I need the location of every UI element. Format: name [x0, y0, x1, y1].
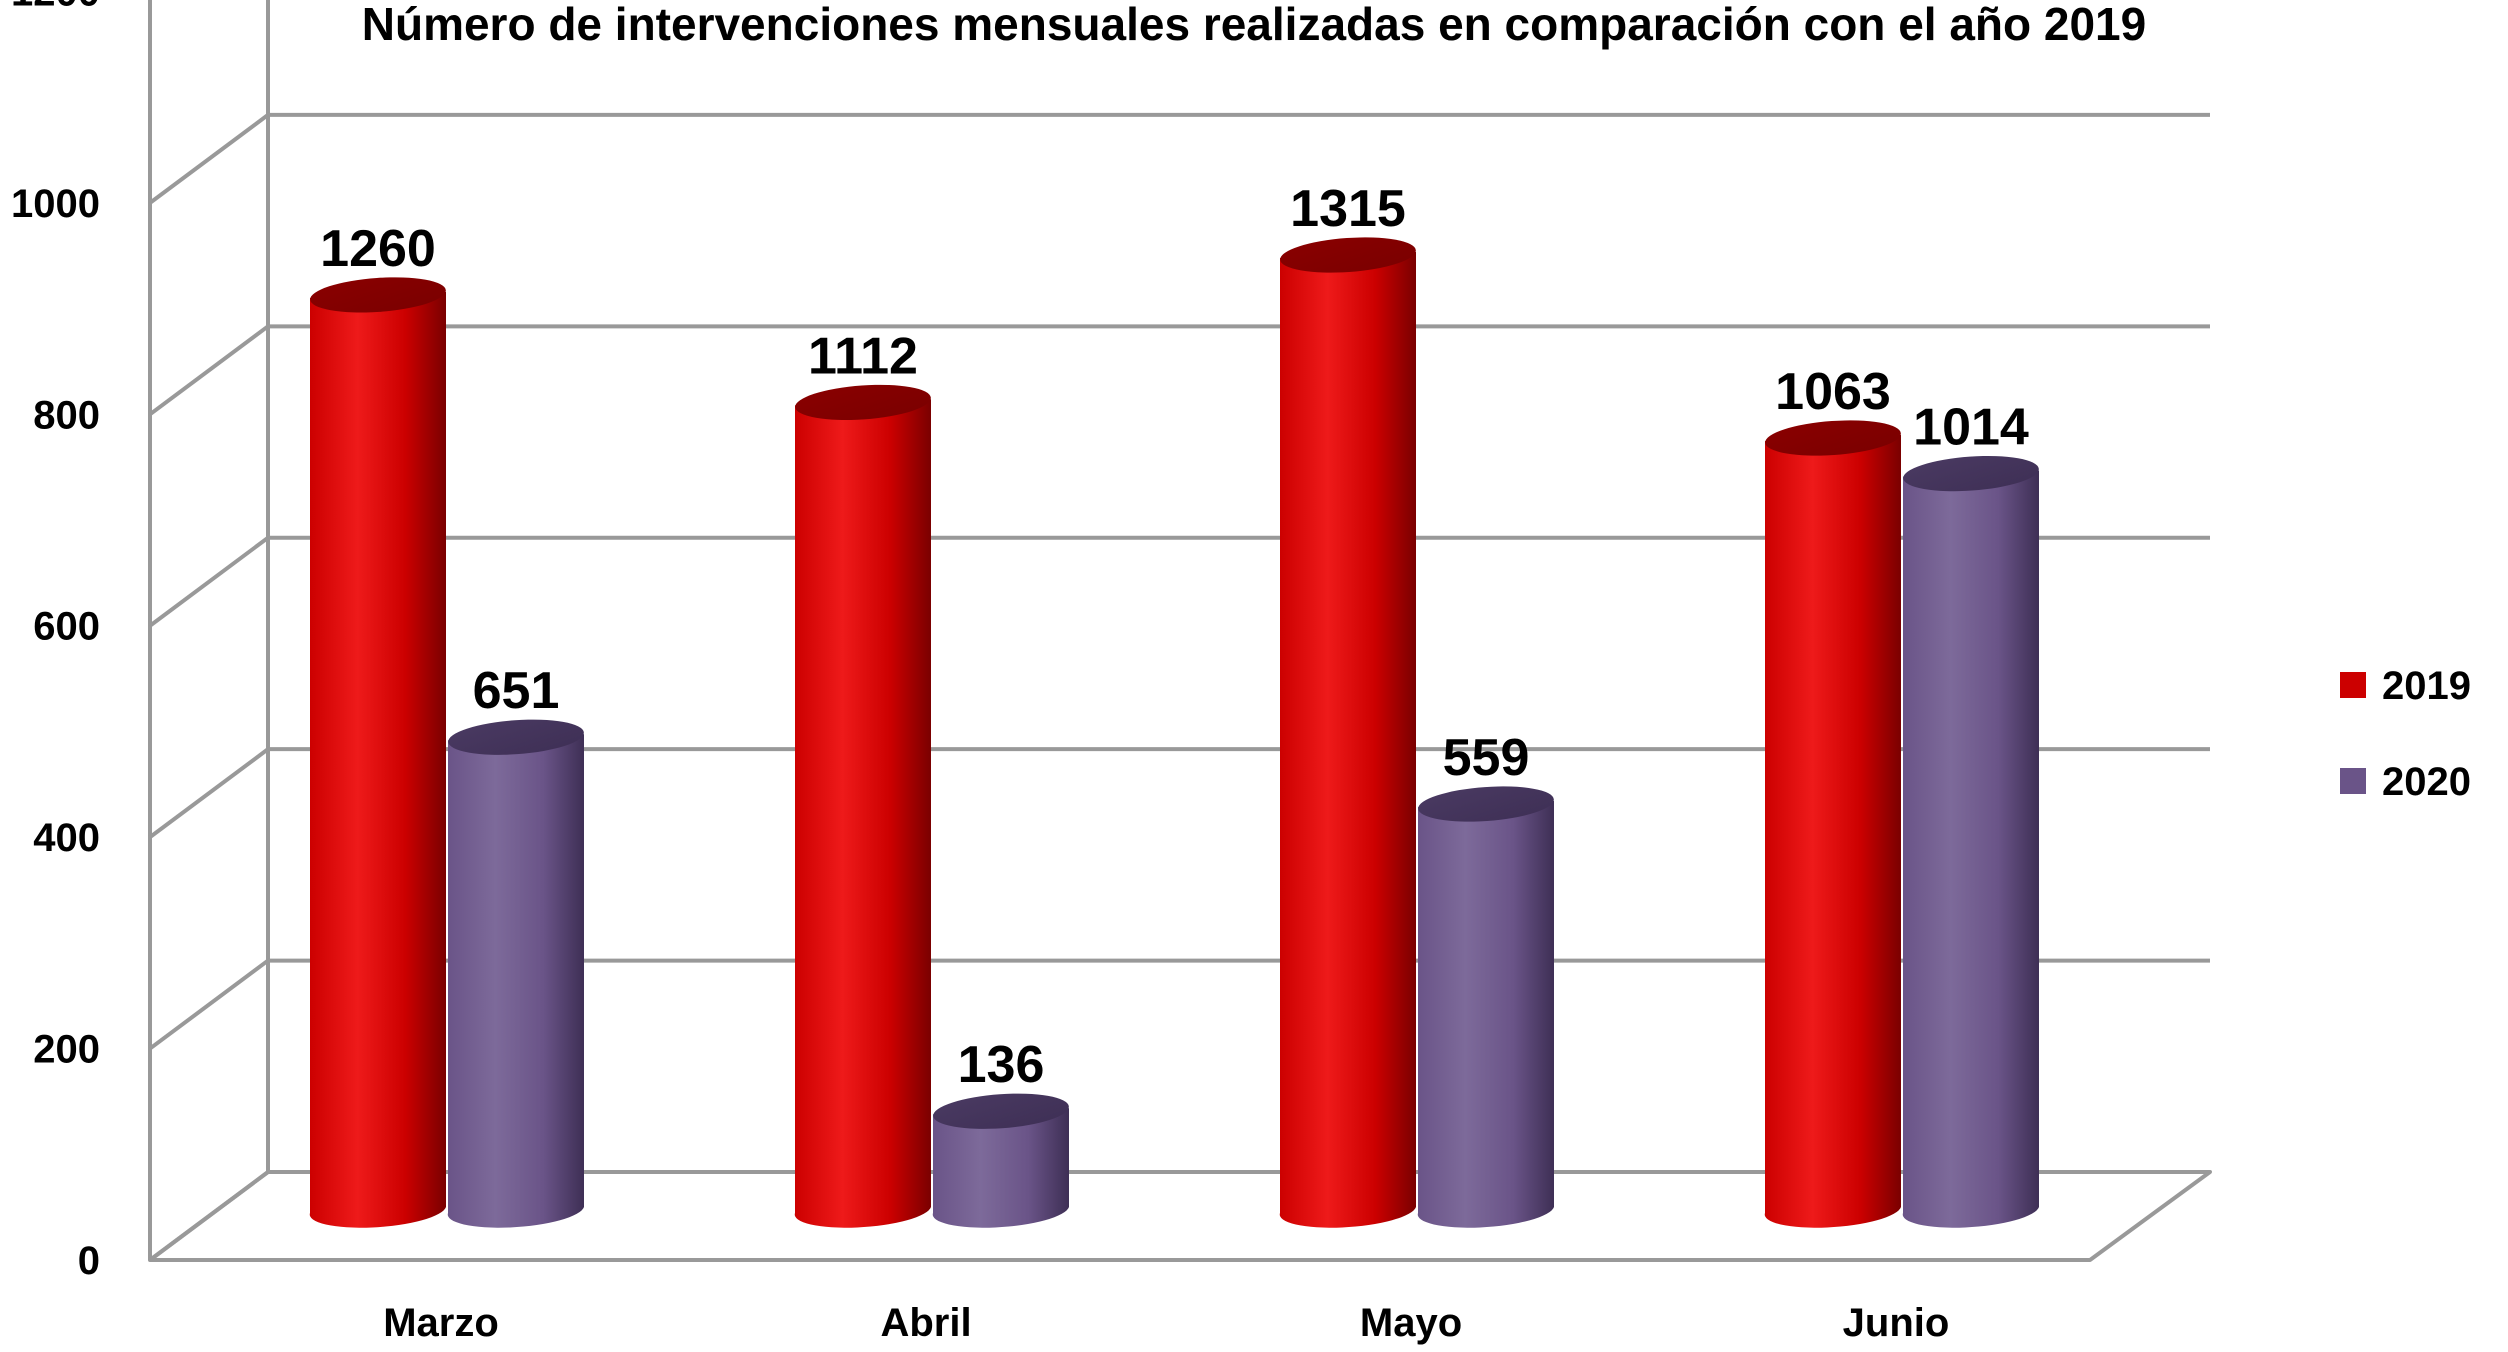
bar-layer — [309, 237, 2039, 1228]
bar-top — [795, 384, 931, 421]
value-label: 559 — [1443, 729, 1530, 787]
bar-top — [1903, 455, 2039, 492]
value-label: 1014 — [1913, 399, 2029, 457]
y-axis-ticks: 0200400600800100012001400 — [11, 0, 100, 1283]
value-label: 1315 — [1290, 180, 1406, 238]
legend: 2019 2020 — [2340, 664, 2471, 804]
legend-label-2019: 2019 — [2382, 664, 2471, 708]
x-axis-categories: Marzo Abril Mayo Junio — [383, 1301, 1949, 1345]
value-labels: 1260 651 1112 136 1315 559 1063 1014 — [320, 180, 2029, 1094]
y-tick-label: 1200 — [11, 0, 100, 14]
bar-top — [310, 277, 446, 313]
legend-swatch-2019 — [2340, 672, 2366, 698]
value-label: 651 — [473, 662, 560, 720]
bar-2019-Abril — [794, 384, 931, 1228]
bar-2020-Abril — [932, 1093, 1069, 1228]
bar-body — [1764, 435, 1901, 1228]
x-category-label: Junio — [1843, 1301, 1950, 1345]
x-category-label: Mayo — [1360, 1301, 1462, 1345]
bar-2019-Marzo — [309, 277, 446, 1228]
chart-floor — [148, 1170, 2212, 1262]
bar-body — [932, 1108, 1069, 1228]
bar-2020-Mayo — [1417, 786, 1554, 1228]
y-tick-label: 800 — [33, 393, 100, 437]
bar-2020-Marzo — [447, 719, 584, 1228]
side-gridline-200 — [148, 958, 270, 1051]
chart-title: Número de intervenciones mensuales reali… — [362, 0, 2146, 50]
y-tick-label: 600 — [33, 605, 100, 649]
legend-swatch-2020 — [2340, 768, 2366, 794]
bar-top — [933, 1093, 1069, 1129]
value-label: 1063 — [1775, 363, 1891, 421]
x-category-label: Marzo — [383, 1301, 499, 1345]
bar-body — [447, 734, 584, 1228]
bar-top — [448, 719, 584, 755]
bar-body — [1417, 801, 1554, 1228]
bar-body — [1902, 470, 2039, 1228]
bar-2020-Junio — [1902, 455, 2039, 1228]
x-category-label: Abril — [880, 1301, 971, 1345]
bar-2019-Junio — [1764, 420, 1901, 1228]
legend-label-2020: 2020 — [2382, 760, 2471, 804]
side-gridline-600 — [148, 536, 270, 628]
side-gridline-400 — [148, 747, 270, 839]
bar-top — [1418, 786, 1554, 822]
bar-2019-Mayo — [1279, 237, 1416, 1228]
value-label: 136 — [958, 1036, 1045, 1094]
y-tick-label: 400 — [33, 816, 100, 860]
bar-body — [794, 399, 931, 1228]
side-gridline-1000 — [148, 113, 270, 205]
y-tick-label: 200 — [33, 1028, 100, 1072]
value-label: 1260 — [320, 220, 436, 278]
bar-top — [1765, 420, 1901, 456]
y-tick-label: 0 — [78, 1239, 100, 1283]
bar-body — [1279, 252, 1416, 1228]
y-tick-label: 1000 — [11, 182, 100, 226]
value-label: 1112 — [808, 327, 918, 385]
bar-top — [1280, 237, 1416, 273]
side-gridline-800 — [148, 324, 270, 416]
bar-body — [309, 291, 446, 1228]
